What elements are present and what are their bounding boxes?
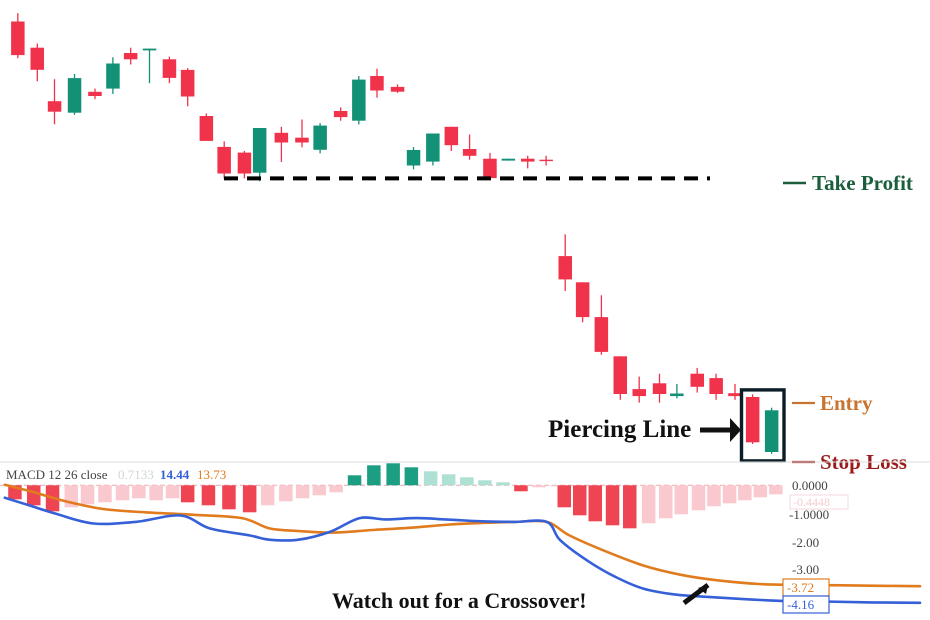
svg-text:Watch out for a Crossover!: Watch out for a Crossover!: [332, 588, 587, 613]
svg-text:-3.72: -3.72: [787, 580, 814, 595]
svg-text:Entry: Entry: [820, 391, 873, 415]
svg-text:Piercing Line: Piercing Line: [548, 416, 691, 443]
svg-text:13.73: 13.73: [197, 467, 226, 482]
svg-text:14.44: 14.44: [160, 467, 190, 482]
svg-text:0.0000: 0.0000: [792, 478, 828, 493]
svg-text:0.7133: 0.7133: [118, 467, 154, 482]
svg-text:-4.16: -4.16: [787, 597, 815, 612]
svg-text:Take Profit: Take Profit: [812, 171, 913, 195]
svg-text:-2.00: -2.00: [792, 535, 819, 550]
svg-text:-3.00: -3.00: [792, 562, 819, 577]
svg-text:MACD 12 26 close: MACD 12 26 close: [6, 467, 108, 482]
svg-text:-1.0000: -1.0000: [789, 507, 829, 522]
